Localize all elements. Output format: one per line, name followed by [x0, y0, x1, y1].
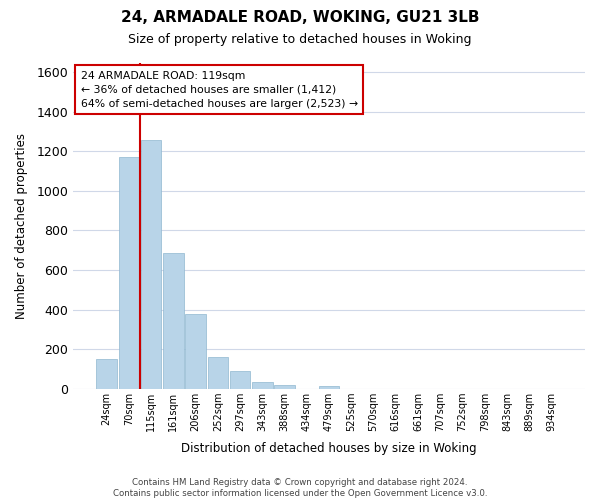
- Text: 24, ARMADALE ROAD, WOKING, GU21 3LB: 24, ARMADALE ROAD, WOKING, GU21 3LB: [121, 10, 479, 25]
- X-axis label: Distribution of detached houses by size in Woking: Distribution of detached houses by size …: [181, 442, 477, 455]
- Bar: [230, 371, 250, 388]
- Bar: [163, 253, 184, 388]
- Bar: [185, 314, 206, 388]
- Bar: [141, 140, 161, 388]
- Y-axis label: Number of detached properties: Number of detached properties: [15, 132, 28, 318]
- Bar: [97, 359, 117, 388]
- Bar: [252, 382, 272, 388]
- Text: Contains HM Land Registry data © Crown copyright and database right 2024.
Contai: Contains HM Land Registry data © Crown c…: [113, 478, 487, 498]
- Text: Size of property relative to detached houses in Woking: Size of property relative to detached ho…: [128, 32, 472, 46]
- Bar: [274, 384, 295, 388]
- Bar: [119, 158, 139, 388]
- Text: 24 ARMADALE ROAD: 119sqm
← 36% of detached houses are smaller (1,412)
64% of sem: 24 ARMADALE ROAD: 119sqm ← 36% of detach…: [81, 70, 358, 108]
- Bar: [208, 357, 228, 388]
- Bar: [319, 386, 339, 388]
